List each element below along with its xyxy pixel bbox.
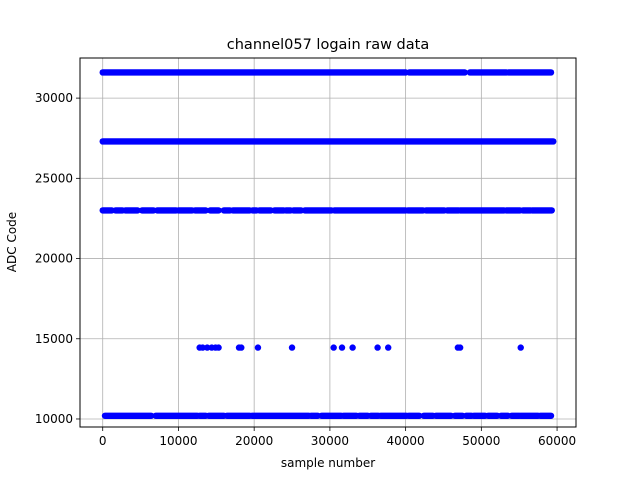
y-tick-label: 15000	[35, 332, 73, 346]
data-point	[517, 344, 524, 351]
x-tick-label: 10000	[159, 434, 197, 448]
data-points	[99, 69, 557, 419]
data-point	[204, 344, 211, 351]
data-point	[338, 344, 346, 351]
data-point	[288, 344, 296, 351]
y-axis-ticks: 10000 15000 20000 25000 30000	[35, 91, 80, 426]
data-point	[215, 344, 222, 351]
x-axis-label: sample number	[281, 456, 375, 470]
data-point	[349, 344, 356, 351]
x-tick-label: 0	[99, 434, 107, 448]
data-point	[199, 344, 206, 351]
data-point	[254, 344, 262, 351]
x-tick-label: 50000	[462, 434, 500, 448]
data-point	[385, 344, 392, 351]
grid-lines	[80, 58, 576, 427]
y-tick-label: 30000	[35, 91, 73, 105]
data-point	[238, 344, 245, 351]
y-tick-label: 10000	[35, 412, 73, 426]
data-point	[374, 344, 381, 351]
y-tick-label: 25000	[35, 171, 73, 185]
x-tick-label: 60000	[538, 434, 576, 448]
x-axis-ticks: 0 10000 20000 30000 40000 50000 60000	[99, 427, 576, 448]
y-axis-label: ADC Code	[5, 212, 19, 272]
plot-frame	[79, 57, 577, 428]
x-tick-label: 20000	[235, 434, 273, 448]
x-tick-label: 30000	[311, 434, 349, 448]
chart-title: channel057 logain raw data	[227, 37, 429, 53]
y-tick-label: 20000	[35, 252, 73, 266]
data-point	[456, 344, 464, 351]
data-point	[330, 344, 337, 351]
x-tick-label: 40000	[387, 434, 425, 448]
